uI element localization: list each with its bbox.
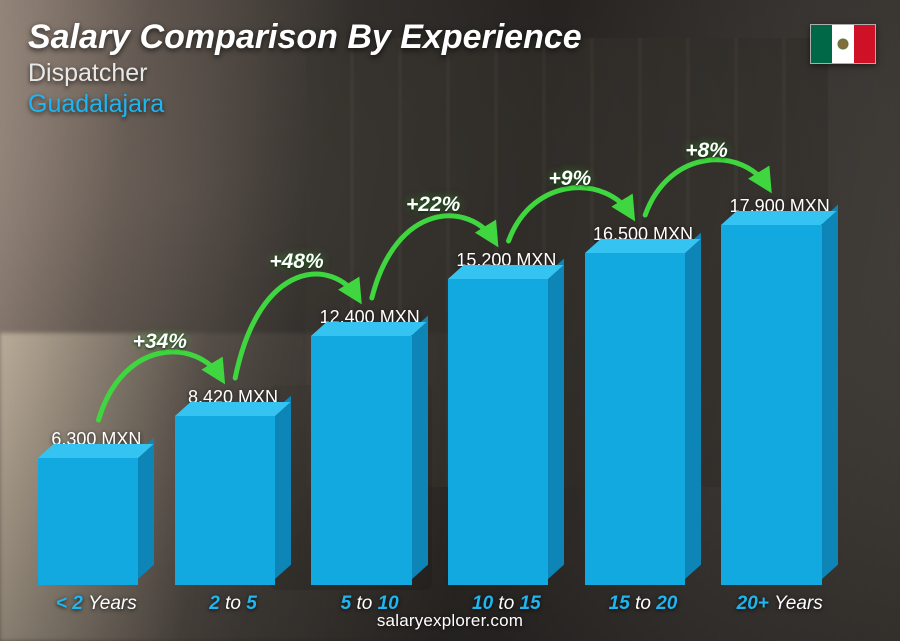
- bar-top-face: [448, 265, 564, 279]
- page-title: Salary Comparison By Experience: [28, 18, 582, 57]
- flag-emblem: [837, 38, 849, 50]
- bar-column: 12,400 MXN5 to 10: [311, 307, 428, 585]
- bar-side-face: [685, 232, 701, 579]
- increase-pct-label: +8%: [685, 139, 728, 163]
- bar: [175, 416, 292, 585]
- page-subtitle: Dispatcher: [28, 59, 582, 88]
- flag-mexico: [810, 24, 876, 64]
- increase-pct-label: +9%: [549, 167, 592, 191]
- bar: [38, 458, 155, 585]
- bar-side-face: [548, 258, 564, 579]
- bar-top-face: [585, 239, 701, 253]
- bar-column: 6,300 MXN< 2 Years: [38, 429, 155, 585]
- bar-column: 8,420 MXN2 to 5: [175, 387, 292, 585]
- bar-side-face: [138, 437, 154, 579]
- bar-column: 15,200 MXN10 to 15: [448, 250, 565, 585]
- bar-column: 17,900 MXN20+ Years: [721, 196, 838, 585]
- bar-column: 16,500 MXN15 to 20: [585, 224, 702, 585]
- bar-chart: 6,300 MXN< 2 Years8,420 MXN2 to 512,400 …: [38, 160, 838, 585]
- page-city: Guadalajara: [28, 90, 582, 119]
- footer-source: salaryexplorer.com: [0, 611, 900, 631]
- header: Salary Comparison By Experience Dispatch…: [28, 18, 582, 119]
- bar-top-face: [311, 322, 427, 336]
- increase-pct-label: +34%: [133, 330, 187, 354]
- bar-front-face: [585, 253, 685, 585]
- bar-front-face: [721, 225, 821, 585]
- bar-top-face: [175, 402, 291, 416]
- increase-pct-label: +22%: [406, 193, 460, 217]
- increase-pct-label: +48%: [269, 250, 323, 274]
- bar-top-face: [721, 211, 837, 225]
- bar-side-face: [822, 204, 838, 579]
- flag-stripe-green: [811, 25, 832, 63]
- bar-side-face: [412, 315, 428, 579]
- bar-side-face: [275, 395, 291, 579]
- bar-front-face: [38, 458, 138, 585]
- bar-front-face: [175, 416, 275, 585]
- bar-front-face: [448, 279, 548, 585]
- bar: [448, 279, 565, 585]
- bar-top-face: [38, 444, 154, 458]
- bar: [311, 336, 428, 585]
- bar: [585, 253, 702, 585]
- bar-front-face: [311, 336, 411, 585]
- bar: [721, 225, 838, 585]
- flag-stripe-red: [854, 25, 875, 63]
